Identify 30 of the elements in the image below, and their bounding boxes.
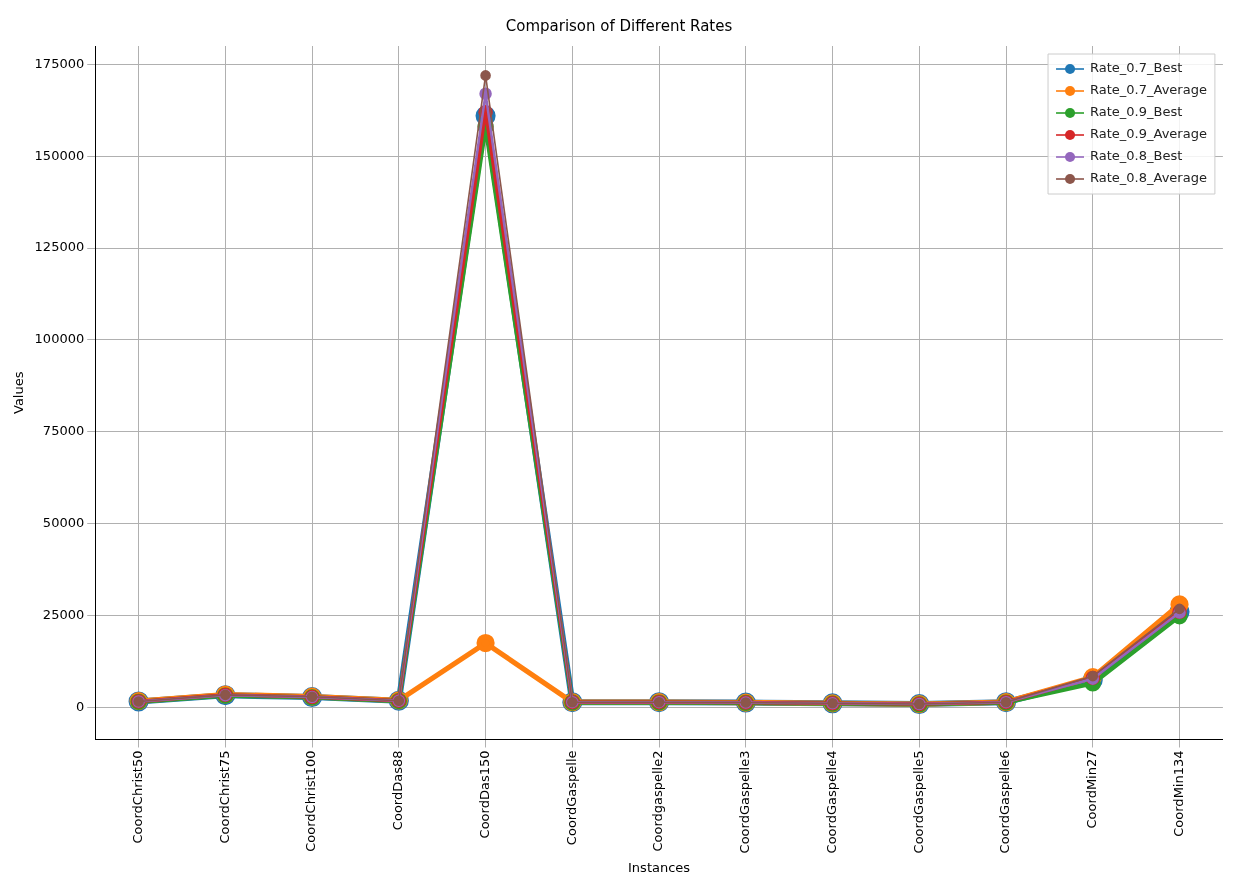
legend-label: Rate_0.8_Average <box>1090 170 1207 186</box>
x-tick-label: CoordGaspelle3 <box>737 750 753 854</box>
x-tick-label: CoordGaspelle5 <box>910 750 926 854</box>
x-tick-label: CoordChrist50 <box>129 750 145 844</box>
x-tick-label: CoordMin27 <box>1084 750 1100 829</box>
x-tick-label: CoordChrist100 <box>303 750 319 852</box>
x-tick-label: Coordgaspelle2 <box>650 750 666 852</box>
legend-label: Rate_0.9_Average <box>1090 126 1207 142</box>
chart-title: Comparison of Different Rates <box>505 16 733 35</box>
x-tick-label: CoordGaspelle <box>563 750 579 846</box>
x-tick-label: CoordGaspelle4 <box>823 750 839 854</box>
x-axis-title: Instances <box>628 859 691 875</box>
legend-label: Rate_0.9_Best <box>1090 104 1183 120</box>
y-tick-label: 50000 <box>42 515 85 531</box>
legend-label: Rate_0.7_Best <box>1090 60 1183 76</box>
y-tick-label: 0 <box>75 698 85 714</box>
y-tick-label: 175000 <box>34 55 85 71</box>
legend-label: Rate_0.8_Best <box>1090 148 1183 164</box>
y-tick-label: 25000 <box>42 606 85 622</box>
x-tick-label: CoordDas88 <box>390 750 406 831</box>
y-tick-label: 150000 <box>34 147 85 163</box>
y-tick-label: 125000 <box>34 239 85 255</box>
y-tick-label: 75000 <box>42 423 85 439</box>
x-tick-label: CoordGaspelle6 <box>997 750 1013 854</box>
x-tick-label: CoordDas150 <box>476 750 492 839</box>
y-axis-title: Values <box>11 371 27 414</box>
y-tick-label: 100000 <box>34 331 85 347</box>
x-tick-label: CoordMin134 <box>1170 750 1186 837</box>
x-tick-label: CoordChrist75 <box>216 750 232 844</box>
legend-label: Rate_0.7_Average <box>1090 82 1207 98</box>
